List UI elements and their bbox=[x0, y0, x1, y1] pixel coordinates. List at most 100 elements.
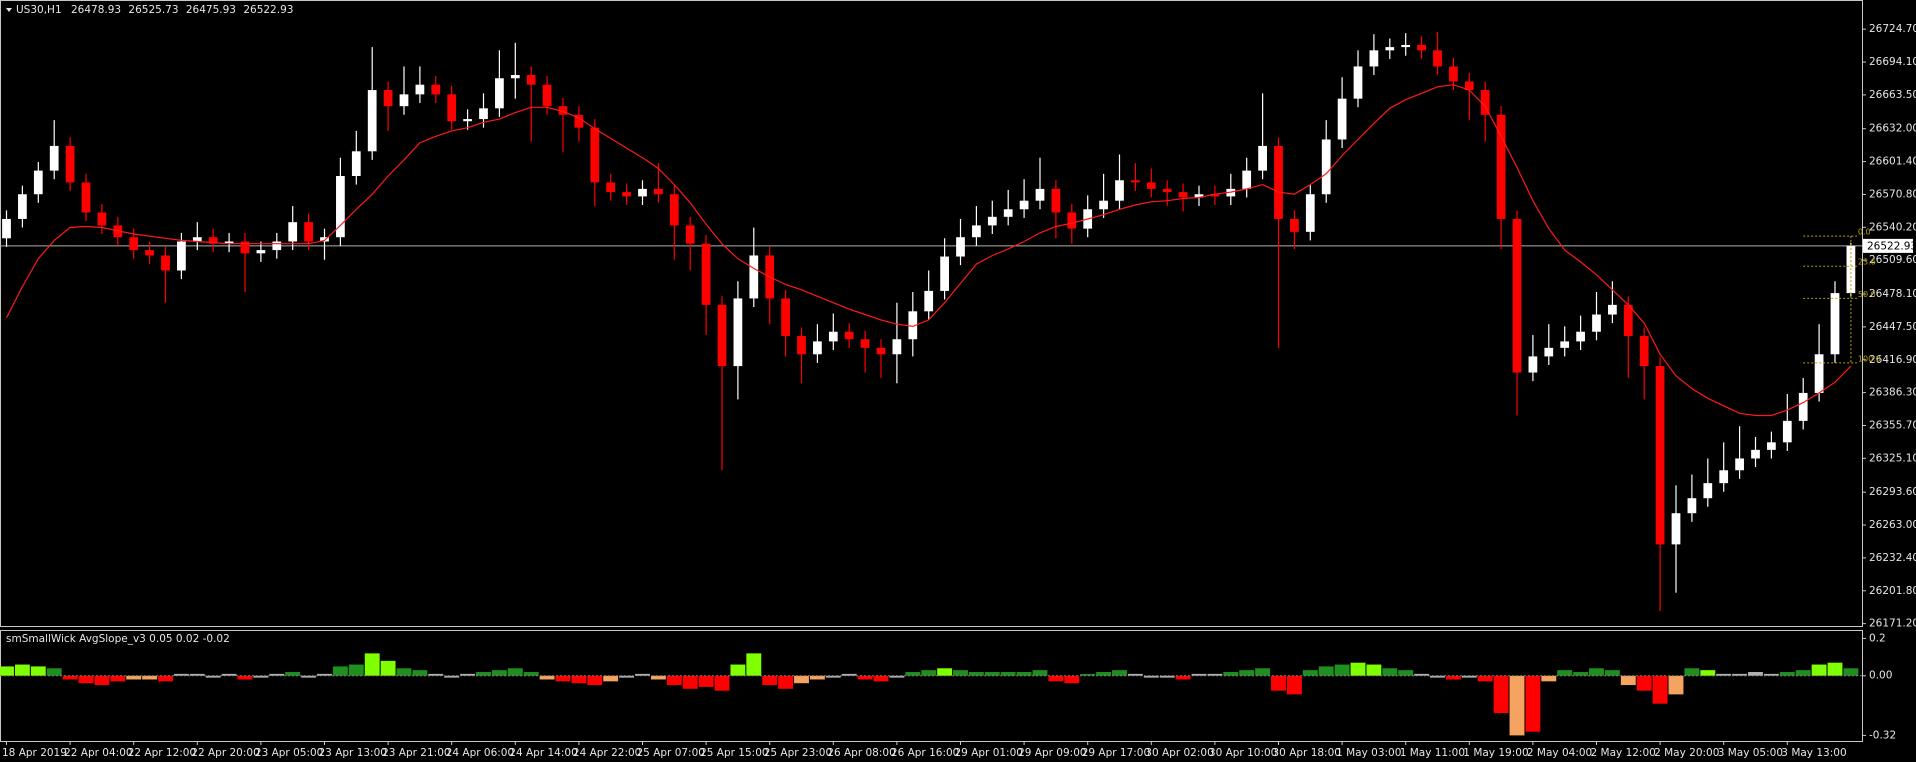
indicator-bar bbox=[1223, 672, 1239, 676]
indicator-bar bbox=[110, 675, 126, 682]
candle-body bbox=[1146, 182, 1156, 189]
menu-marker[interactable] bbox=[6, 8, 12, 12]
indicator-bar bbox=[348, 664, 364, 676]
candle-body bbox=[1290, 218, 1299, 232]
indicator-bar bbox=[62, 675, 78, 680]
candle-body bbox=[1814, 354, 1824, 393]
indicator-bar bbox=[889, 675, 905, 678]
y-tick-label: 26540.20 bbox=[1869, 221, 1916, 233]
candle-body bbox=[1703, 483, 1713, 499]
candle-body bbox=[797, 336, 806, 355]
indicator-bar bbox=[1620, 675, 1636, 686]
x-tick-label: 23 Apr 05:00 bbox=[255, 747, 323, 759]
candle-body bbox=[701, 243, 711, 305]
price-label: 26522.93 bbox=[1867, 240, 1916, 252]
header-high: 26525.73 bbox=[128, 4, 178, 16]
indicator-tick-label: 0.2 bbox=[1869, 632, 1886, 644]
candle-body bbox=[622, 192, 631, 197]
x-tick-label: 18 Apr 2019 bbox=[2, 747, 67, 759]
x-tick-label: 29 Apr 09:00 bbox=[1018, 747, 1086, 759]
indicator-bar bbox=[1732, 673, 1748, 676]
candle-body bbox=[1639, 336, 1649, 367]
indicator-bar bbox=[189, 673, 205, 676]
indicator-bar bbox=[1112, 670, 1127, 676]
indicator-bar bbox=[1477, 675, 1493, 682]
indicator-bar bbox=[714, 675, 730, 691]
indicator-title: smSmallWick AvgSlope_v3 0.05 0.02 -0.02 bbox=[6, 633, 230, 645]
indicator-bar bbox=[1827, 662, 1843, 676]
y-tick-label: 26201.80 bbox=[1869, 585, 1916, 597]
price-label-box bbox=[1863, 238, 1913, 253]
candle-body bbox=[542, 84, 552, 107]
candle-body bbox=[1258, 145, 1267, 171]
y-tick-label: 26478.10 bbox=[1869, 288, 1916, 300]
indicator-bar bbox=[126, 675, 142, 680]
indicator-bar bbox=[1843, 668, 1859, 676]
candle-body bbox=[1401, 44, 1411, 48]
candle-body bbox=[892, 339, 902, 355]
x-tick-label: 3 May 05:00 bbox=[1718, 747, 1783, 759]
y-tick-label: 26632.00 bbox=[1869, 123, 1916, 135]
candle-body bbox=[177, 241, 186, 271]
fib-label: 50.0 bbox=[1858, 290, 1876, 299]
indicator-bar bbox=[1080, 673, 1096, 676]
indicator-bar bbox=[984, 672, 1000, 676]
candle-body bbox=[558, 106, 568, 115]
y-tick-label: 26355.70 bbox=[1869, 419, 1916, 431]
x-tick-label: 25 Apr 23:00 bbox=[764, 747, 832, 759]
candle-body bbox=[1353, 66, 1363, 99]
indicator-bar bbox=[1795, 670, 1811, 676]
x-tick-label: 24 Apr 06:00 bbox=[446, 747, 514, 759]
indicator-bar bbox=[1652, 675, 1668, 704]
candle-body bbox=[781, 298, 790, 337]
candle-body bbox=[479, 108, 488, 120]
indicator-bar bbox=[953, 670, 968, 676]
indicator-bar bbox=[857, 675, 873, 680]
indicator-bar bbox=[666, 675, 682, 686]
candle-body bbox=[1655, 366, 1665, 545]
indicator-bar bbox=[921, 670, 937, 676]
x-tick-label: 22 Apr 04:00 bbox=[64, 747, 132, 759]
candle-body bbox=[18, 194, 27, 219]
candle-body bbox=[288, 222, 298, 242]
candle-body bbox=[208, 237, 218, 244]
candle-body bbox=[33, 170, 43, 195]
indicator-bar bbox=[1191, 673, 1207, 676]
indicator-bar bbox=[460, 673, 476, 676]
candle-body bbox=[526, 75, 536, 85]
indicator-bar bbox=[94, 675, 110, 686]
indicator-bar bbox=[1430, 675, 1445, 678]
candle-body bbox=[351, 151, 361, 176]
indicator-bar bbox=[1763, 673, 1779, 676]
candle-body bbox=[1767, 442, 1776, 450]
x-tick-label: 1 May 19:00 bbox=[1463, 747, 1528, 759]
indicator-bar bbox=[587, 675, 603, 686]
indicator-bar bbox=[1509, 675, 1525, 736]
fib-label: 100.0 bbox=[1858, 354, 1881, 363]
x-tick-label: 30 Apr 10:00 bbox=[1209, 747, 1277, 759]
candle-body bbox=[1131, 180, 1140, 183]
indicator-bar bbox=[173, 673, 189, 676]
indicator-bar bbox=[1207, 673, 1223, 676]
indicator-bar bbox=[1573, 672, 1589, 676]
candle-body bbox=[654, 188, 663, 195]
indicator-bar bbox=[778, 675, 794, 689]
candle-body bbox=[1035, 188, 1045, 201]
candle-body bbox=[924, 290, 934, 312]
x-tick-label: 2 May 04:00 bbox=[1527, 747, 1592, 759]
x-tick-label: 22 Apr 12:00 bbox=[128, 747, 196, 759]
candle-body bbox=[2, 218, 11, 239]
candle-body bbox=[972, 225, 981, 238]
candle-body bbox=[828, 331, 838, 342]
candle-body bbox=[685, 225, 695, 244]
indicator-panel-frame bbox=[0, 630, 1863, 742]
y-tick-label: 26263.00 bbox=[1869, 519, 1916, 531]
indicator-bar bbox=[428, 673, 444, 676]
indicator-bar bbox=[1589, 668, 1604, 676]
candle-body bbox=[574, 114, 584, 128]
candle-body bbox=[1369, 50, 1379, 67]
candle-body bbox=[908, 311, 918, 340]
x-tick-label: 29 Apr 01:00 bbox=[955, 747, 1023, 759]
y-tick-label: 26694.10 bbox=[1869, 56, 1916, 68]
indicator-bar bbox=[78, 675, 94, 684]
